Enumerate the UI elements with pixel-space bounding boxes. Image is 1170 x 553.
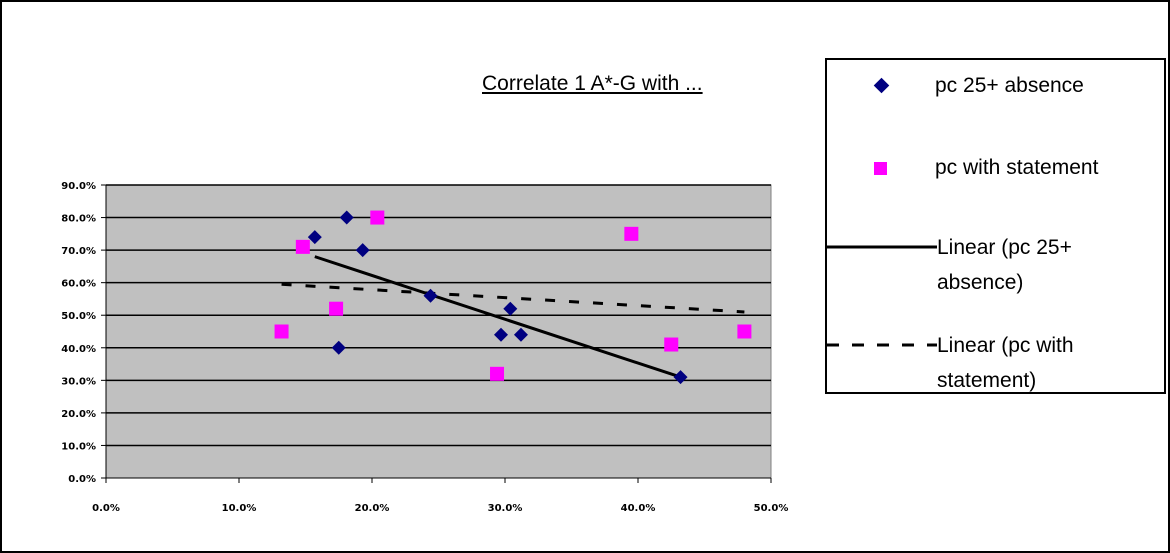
statement-point	[370, 210, 385, 225]
absence-point	[331, 340, 346, 355]
y-tick-label: 40.0%	[61, 344, 96, 355]
x-tick-label: 50.0%	[754, 503, 789, 514]
statement-point	[664, 337, 679, 352]
legend-label-linear-absence-2: absence)	[937, 271, 1024, 294]
statement-point	[274, 324, 289, 339]
y-tick-label: 10.0%	[61, 441, 96, 452]
y-tick-label: 70.0%	[61, 246, 96, 257]
trendline-statement	[281, 282, 745, 314]
absence-point	[423, 288, 438, 303]
y-tick-label: 20.0%	[61, 409, 96, 420]
chart-title: Correlate 1 A*-G with ...	[482, 72, 703, 95]
legend-square-marker	[874, 162, 887, 175]
y-tick-label: 60.0%	[61, 279, 96, 290]
y-tick-label: 0.0%	[68, 474, 96, 485]
legend-label-statement: pc with statement	[935, 156, 1099, 179]
absence-point	[339, 210, 354, 225]
statement-point	[295, 239, 310, 254]
legend-label-linear-statement-2: statement)	[937, 369, 1037, 392]
x-tick-label: 0.0%	[92, 503, 120, 514]
plot-area	[105, 184, 772, 479]
legend-symbols	[827, 77, 937, 347]
legend-diamond-marker	[873, 77, 890, 94]
legend-label-linear-absence-1: Linear (pc 25+	[937, 236, 1072, 259]
absence-point	[355, 243, 370, 258]
x-tick-label: 10.0%	[222, 503, 257, 514]
statement-point	[329, 301, 344, 316]
y-tick-label: 80.0%	[61, 214, 96, 225]
absence-point	[513, 327, 528, 342]
x-tick-label: 40.0%	[621, 503, 656, 514]
absence-point	[503, 301, 518, 316]
y-tick-label: 50.0%	[61, 311, 96, 322]
chart-legend: pc 25+ absence pc with statement Linear …	[825, 58, 1166, 394]
x-tick-label: 30.0%	[488, 503, 523, 514]
statement-point	[490, 366, 505, 381]
y-tick-label: 30.0%	[61, 376, 96, 387]
absence-point	[494, 327, 509, 342]
trendline-absence	[314, 255, 682, 379]
absence-point	[307, 230, 322, 245]
legend-label-linear-statement-1: Linear (pc with	[937, 334, 1074, 357]
legend-label-absence: pc 25+ absence	[935, 74, 1084, 97]
statement-point	[737, 324, 752, 339]
y-tick-label: 90.0%	[61, 181, 96, 192]
absence-point	[673, 370, 688, 385]
statement-point	[624, 226, 639, 241]
x-tick-label: 20.0%	[355, 503, 390, 514]
